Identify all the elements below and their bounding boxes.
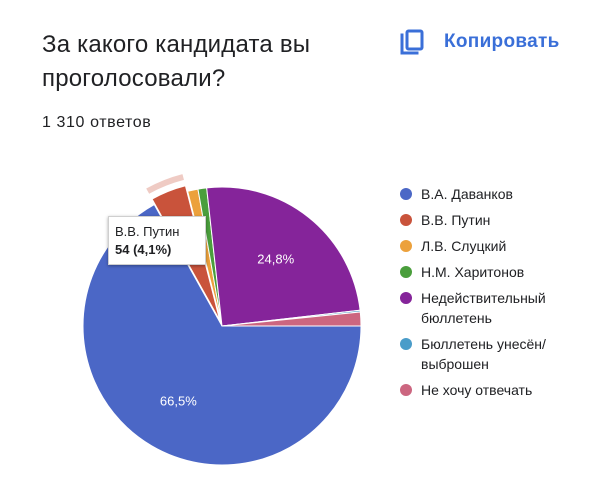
legend-item[interactable]: Недействительный бюллетень	[400, 288, 600, 328]
legend-color-dot	[400, 384, 412, 396]
legend-label: Недействительный бюллетень	[421, 290, 546, 326]
pie-slice-highlight	[146, 174, 184, 194]
question-title: За какого кандидата вы проголосовали?	[42, 31, 311, 92]
tooltip-name: В.В. Путин	[115, 224, 180, 239]
legend-item[interactable]: Не хочу отвечать	[400, 380, 600, 400]
chart-legend: В.А. Даванков В.В. Путин Л.В. Слуцкий Н.М. …	[400, 184, 600, 406]
legend-color-dot	[400, 188, 412, 200]
legend-label: Л.В. Слуцкий	[421, 238, 507, 254]
legend-item[interactable]: Н.М. Харитонов	[400, 262, 600, 282]
legend-label: В.В. Путин	[421, 212, 491, 228]
pie-slice-label: 24,8%	[257, 252, 294, 267]
pie-slice-label: 66,5%	[160, 393, 197, 408]
legend-item[interactable]: В.А. Даванков	[400, 184, 600, 204]
legend-color-dot	[400, 266, 412, 278]
legend-label: Бюллетень унесён/ выброшен	[421, 336, 546, 372]
legend-color-dot	[400, 214, 412, 226]
pie-slice-6[interactable]	[221, 311, 362, 327]
legend-item[interactable]: В.В. Путин	[400, 210, 600, 230]
legend-color-dot	[400, 292, 412, 304]
legend-item[interactable]: Бюллетень унесён/ выброшен	[400, 334, 600, 374]
legend-label: Не хочу отвечать	[421, 382, 533, 398]
response-count: 1 310 ответов	[42, 114, 152, 131]
legend-label: В.А. Даванков	[421, 186, 513, 202]
copy-icon	[398, 28, 426, 56]
pie-slice-4[interactable]	[206, 186, 361, 327]
legend-item[interactable]: Л.В. Слуцкий	[400, 236, 600, 256]
pie-slice-0[interactable]	[82, 203, 362, 466]
legend-label: Н.М. Харитонов	[421, 264, 525, 280]
copy-label: Копировать	[444, 31, 560, 52]
legend-color-dot	[400, 338, 412, 350]
tooltip-value: 54 (4,1%)	[115, 242, 172, 257]
copy-button[interactable]: Копировать	[398, 26, 560, 58]
slice-tooltip: В.В. Путин 54 (4,1%)	[108, 216, 206, 265]
legend-color-dot	[400, 240, 412, 252]
